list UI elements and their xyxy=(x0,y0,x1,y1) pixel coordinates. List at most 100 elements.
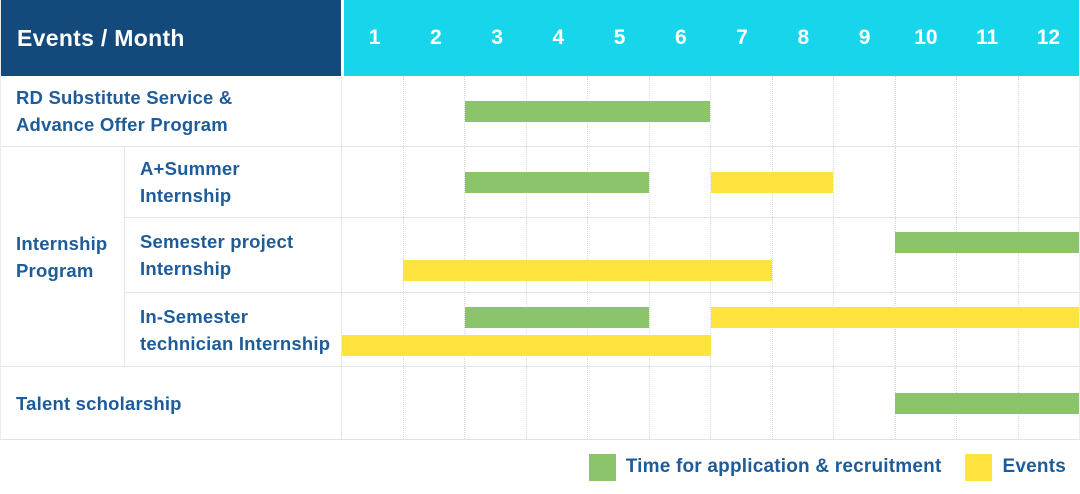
legend: Time for application & recruitment Event… xyxy=(0,440,1080,494)
month-gridline-cell xyxy=(404,147,465,217)
table-row: Talent scholarship xyxy=(1,367,1079,439)
month-gridline-cell xyxy=(773,147,834,217)
month-gridline-cell xyxy=(834,76,896,146)
month-label: 10 xyxy=(914,26,938,49)
row-label-rd-substitute: RD Substitute Service & Advance Offer Pr… xyxy=(16,87,233,135)
month-gridline-cell xyxy=(711,76,773,146)
event-bar xyxy=(342,335,711,356)
month-gridline-cell xyxy=(773,293,834,366)
event-bar xyxy=(403,260,772,281)
month-gridline-cell xyxy=(465,367,527,439)
gantt-row-chart xyxy=(341,76,1079,146)
month-gridline-cell xyxy=(588,367,650,439)
month-gridline-cell xyxy=(711,218,773,292)
table-body: RD Substitute Service & Advance Offer Pr… xyxy=(1,76,1079,439)
table-row: A+Summer Internship xyxy=(125,147,1079,218)
month-gridline-cell xyxy=(527,367,588,439)
month-gridline-cell xyxy=(896,293,957,366)
row-label-talent-scholarship: Talent scholarship xyxy=(16,392,182,414)
month-gridline-cell xyxy=(834,147,896,217)
month-gridline-cell xyxy=(957,76,1019,146)
events-color-swatch xyxy=(965,453,993,481)
month-gridline-cell xyxy=(1019,147,1080,217)
month-gridline-cell xyxy=(342,147,404,217)
month-label: 4 xyxy=(552,26,565,49)
month-gridline-cell xyxy=(711,367,773,439)
month-gridline-cell xyxy=(404,218,465,292)
gantt-row-chart xyxy=(341,293,1079,366)
events-month-header-cell: Events / Month xyxy=(1,0,341,76)
application-color-swatch xyxy=(588,453,616,481)
month-gridline-cell xyxy=(896,147,957,217)
gantt-row-chart xyxy=(341,367,1079,439)
month-gridline-cell xyxy=(588,218,650,292)
month-gridline-cell xyxy=(773,218,834,292)
application-bar xyxy=(464,307,650,328)
month-gridline-cell xyxy=(342,293,404,366)
month-gridline-cell xyxy=(773,367,834,439)
legend-item-application: Time for application & recruitment xyxy=(588,453,942,481)
month-gridline-cell xyxy=(957,147,1019,217)
month-gridline-cell xyxy=(650,367,711,439)
month-gridline-cell xyxy=(650,293,711,366)
row-label-semester-project-internship: Semester project Internship xyxy=(140,231,294,279)
month-gridline-cell xyxy=(1019,218,1080,292)
month-label: 11 xyxy=(976,26,999,49)
table-row: RD Substitute Service & Advance Offer Pr… xyxy=(1,76,1079,147)
month-gridline-cell xyxy=(527,293,588,366)
events-month-label: Events / Month xyxy=(17,24,185,51)
month-gridline-cell xyxy=(650,218,711,292)
month-label: 5 xyxy=(613,26,626,49)
application-bar xyxy=(894,392,1079,414)
month-label: 12 xyxy=(1036,26,1061,49)
month-label: 8 xyxy=(797,26,810,49)
event-bar xyxy=(710,307,1079,328)
month-gridline-cell xyxy=(896,218,957,292)
legend-events-label: Events xyxy=(1002,456,1066,477)
month-gridline-cell xyxy=(957,293,1019,366)
group-label-internship-program: Internship Program xyxy=(1,147,125,366)
month-label: 7 xyxy=(736,26,748,49)
legend-application-label: Time for application & recruitment xyxy=(625,456,942,477)
month-gridline-cell xyxy=(1019,76,1080,146)
month-gridline-cell xyxy=(465,218,527,292)
month-gridline-cell xyxy=(711,293,773,366)
table-row: Semester project Internship xyxy=(125,218,1079,293)
legend-item-events: Events xyxy=(965,453,1066,481)
month-gridline-cell xyxy=(342,76,404,146)
month-gridline-cell xyxy=(650,147,711,217)
month-gridline-cell xyxy=(896,76,957,146)
month-gridline-cell xyxy=(342,218,404,292)
application-bar xyxy=(464,171,650,193)
month-gridline-cell xyxy=(834,218,896,292)
month-gridline-cell xyxy=(404,293,465,366)
month-gridline-cell xyxy=(1019,293,1080,366)
month-label: 3 xyxy=(491,26,503,49)
month-gridline-cell xyxy=(342,367,404,439)
table-row: In-Semester technician Internship xyxy=(125,293,1079,366)
application-bar xyxy=(894,232,1079,253)
gantt-table: Events / Month 1 2 3 4 5 6 7 8 9 10 11 12 RD Substi… xyxy=(0,0,1080,440)
month-gridline-cell xyxy=(588,293,650,366)
gantt-row-chart xyxy=(341,147,1079,217)
month-gridline-cell xyxy=(773,76,834,146)
month-gridline-cell xyxy=(834,367,896,439)
application-bar xyxy=(464,100,711,122)
group-rows: A+Summer Internship Semester project Int… xyxy=(125,147,1079,366)
table-header: Events / Month 1 2 3 4 5 6 7 8 9 10 11 12 xyxy=(1,0,1079,76)
row-label-a-summer-internship: A+Summer Internship xyxy=(140,158,240,206)
internship-program-group: Internship Program A+Summer Internship S… xyxy=(1,147,1079,367)
month-label: 1 xyxy=(368,26,381,49)
event-bar xyxy=(710,171,834,193)
month-gridline-cell xyxy=(404,367,465,439)
month-label: 9 xyxy=(858,26,871,49)
row-label-in-semester-technician-internship: In-Semester technician Internship xyxy=(140,305,331,354)
month-label: 6 xyxy=(675,26,687,49)
month-gridline-cell xyxy=(957,218,1019,292)
month-gridline-cell xyxy=(650,76,711,146)
month-label: 2 xyxy=(430,26,442,49)
month-gridline-cell xyxy=(834,293,896,366)
gantt-row-chart xyxy=(341,218,1079,292)
header-divider xyxy=(341,0,344,76)
months-header-row: 1 2 3 4 5 6 7 8 9 10 11 12 xyxy=(344,0,1079,76)
